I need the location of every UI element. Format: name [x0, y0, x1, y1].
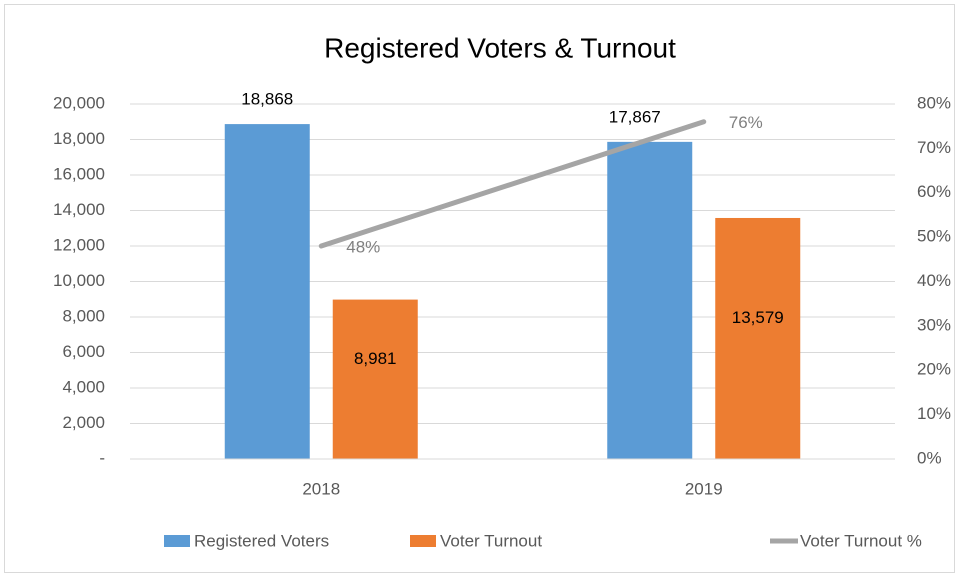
y2-tick-label: 0% [917, 448, 942, 467]
bar [332, 299, 418, 459]
bar [715, 217, 801, 459]
y-tick-label: 18,000 [53, 129, 105, 148]
y2-tick-label: 50% [917, 227, 951, 246]
y-tick-label: 10,000 [53, 271, 105, 290]
y-tick-label: - [99, 448, 105, 467]
y2-tick-label: 30% [917, 315, 951, 334]
y-tick-label: 20,000 [53, 93, 105, 112]
y2-tick-label: 70% [917, 138, 951, 157]
legend-swatch [164, 535, 190, 547]
y-tick-label: 6,000 [62, 342, 105, 361]
data-label: 48% [346, 237, 380, 256]
bar [224, 124, 310, 459]
data-label: 8,981 [354, 349, 397, 368]
legend-label: Registered Voters [194, 531, 329, 550]
y-tick-label: 14,000 [53, 200, 105, 219]
legend-swatch [410, 535, 436, 547]
bar [607, 141, 693, 459]
y-tick-label: 2,000 [62, 413, 105, 432]
legend-label: Voter Turnout % [800, 531, 922, 550]
y2-tick-label: 80% [917, 93, 951, 112]
y-tick-label: 8,000 [62, 306, 105, 325]
data-label: 76% [729, 113, 763, 132]
y2-tick-label: 60% [917, 182, 951, 201]
legend-label: Voter Turnout [440, 531, 542, 550]
y2-tick-label: 20% [917, 360, 951, 379]
line [318, 119, 707, 249]
x-tick-label: 2019 [685, 479, 723, 498]
y-tick-label: 12,000 [53, 235, 105, 254]
y-tick-label: 16,000 [53, 164, 105, 183]
y2-tick-label: 40% [917, 271, 951, 290]
data-label: 13,579 [732, 308, 784, 327]
chart-title: Registered Voters & Turnout [324, 32, 676, 63]
y2-tick-label: 10% [917, 404, 951, 423]
chart-border [4, 4, 955, 573]
data-label: 18,868 [241, 90, 293, 109]
x-tick-label: 2018 [302, 479, 340, 498]
data-label: 17,867 [609, 107, 661, 126]
y-tick-label: 4,000 [62, 377, 105, 396]
